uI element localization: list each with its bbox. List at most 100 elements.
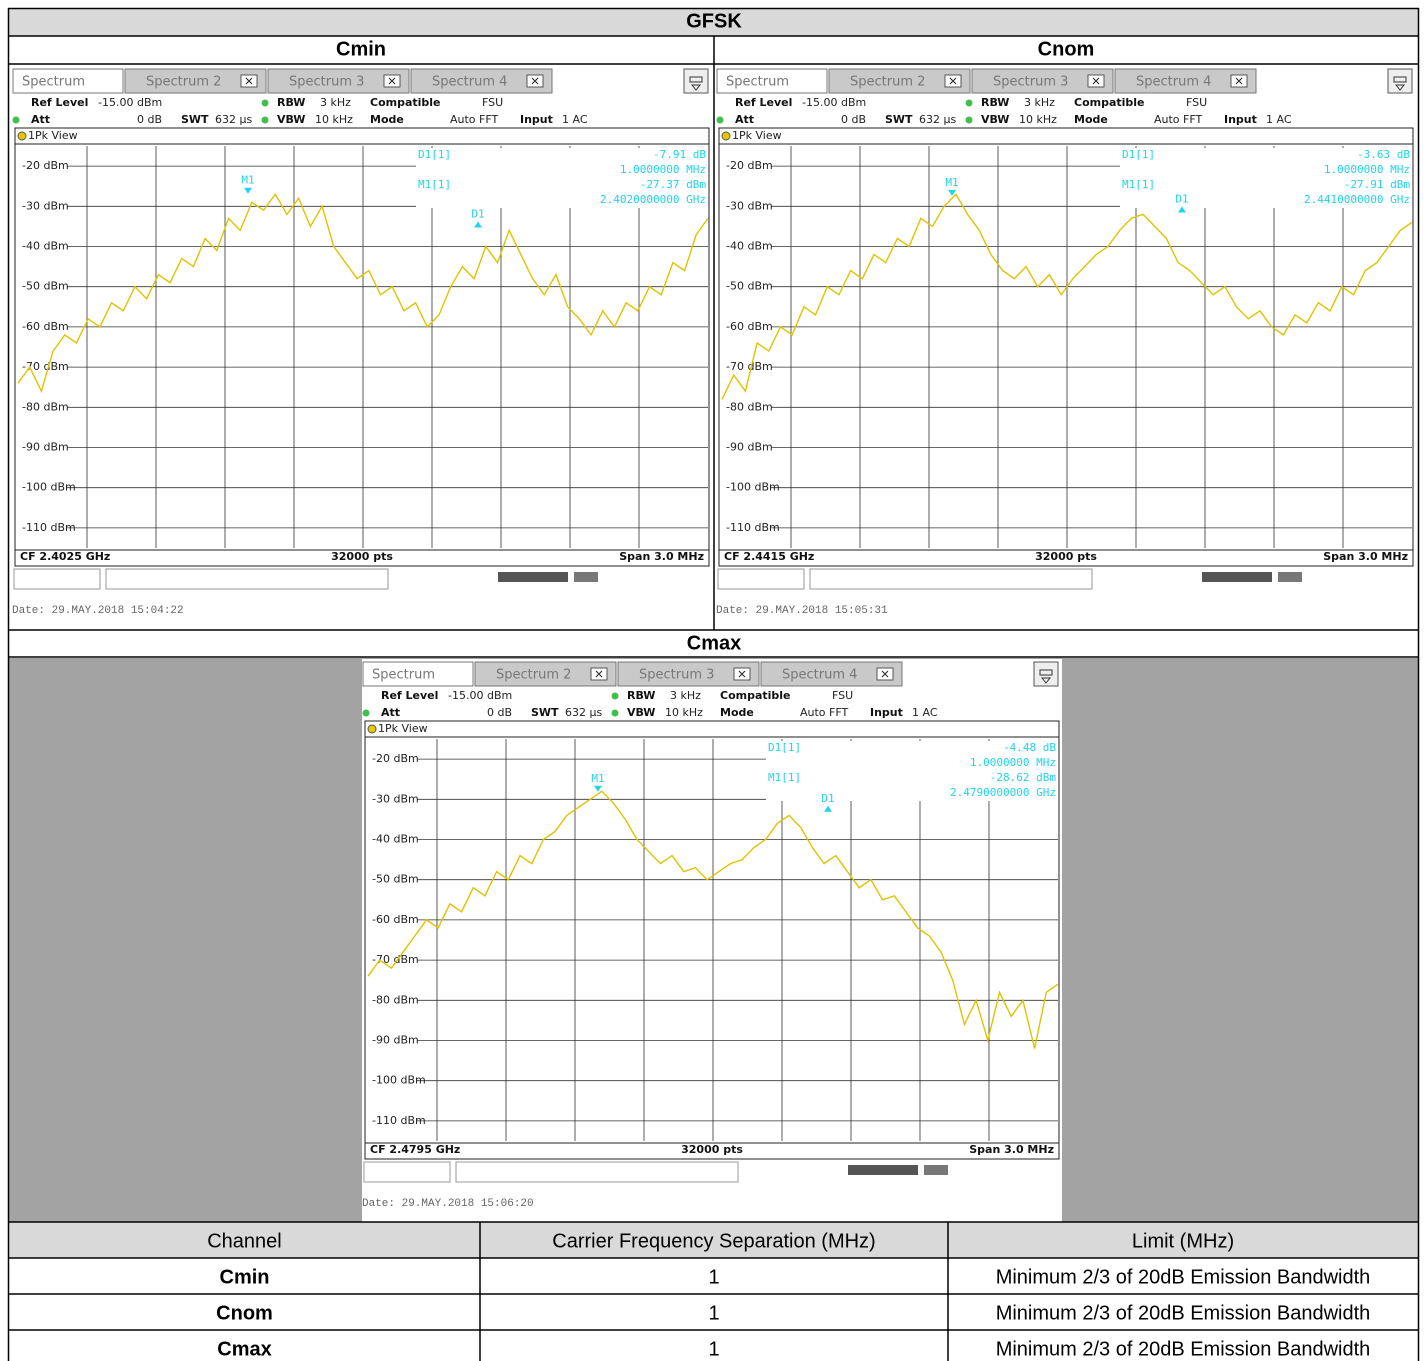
- y-tick-label: -60 dBm: [726, 320, 773, 333]
- info-value: Auto FFT: [1154, 113, 1202, 126]
- tick-label-bg: [724, 199, 770, 214]
- tick-label-bg: [724, 159, 770, 174]
- progress-icon: [924, 1165, 948, 1175]
- marker-row-name: M1[1]: [418, 178, 451, 191]
- tab-label: Spectrum 3: [289, 75, 364, 90]
- table-cell: 1: [708, 1338, 719, 1360]
- trace-dot: [17, 131, 27, 141]
- tab-label: Spectrum 4: [782, 668, 857, 683]
- tick-label-bg: [20, 520, 66, 535]
- tab: [828, 68, 971, 94]
- y-tick-label: -90 dBm: [726, 441, 773, 454]
- y-tick-label: -30 dBm: [372, 792, 419, 805]
- progress: [498, 572, 568, 582]
- tick-label-bg: [20, 199, 66, 214]
- y-tick-label: -70 dBm: [726, 360, 773, 373]
- marker-value: 2.4020000000 GHz: [600, 193, 706, 206]
- info-label: Input: [520, 113, 553, 126]
- status-dot: [965, 99, 973, 107]
- marker-value: 1.0000000 MHz: [620, 163, 706, 176]
- y-tick-label: -50 dBm: [726, 280, 773, 293]
- tick-label-bg: [20, 159, 66, 174]
- tick-label-bg: [370, 1073, 416, 1088]
- tab-label: Spectrum 2: [146, 75, 221, 90]
- info-value: -15.00 dBm: [802, 96, 866, 109]
- marker-d1: [474, 221, 482, 228]
- spectrum-screenshot: Spectrum Spectrum 2 Spectrum 3 Spectrum 4 Re…: [12, 66, 712, 629]
- info-value: 632 µs: [919, 113, 956, 126]
- tick-label-bg: [20, 400, 66, 415]
- marker-label: M1: [241, 174, 254, 187]
- y-tick-label: -40 dBm: [726, 240, 773, 253]
- table-header: Carrier Frequency Separation (MHz): [552, 1230, 875, 1252]
- info-value: 10 kHz: [665, 706, 703, 719]
- status-dot: [261, 99, 269, 107]
- marker-label: D1: [471, 208, 484, 221]
- tick-label-bg: [724, 400, 770, 415]
- tick-label-bg: [370, 1113, 416, 1128]
- tick-label-bg: [724, 279, 770, 294]
- row-channel: Cmax: [217, 1338, 271, 1360]
- info-label: Input: [870, 706, 903, 719]
- marker-row-name: D1[1]: [1122, 148, 1155, 161]
- points-label: 32000 pts: [331, 550, 393, 563]
- menu-icon-glyph: [1393, 76, 1407, 91]
- y-tick-label: -100 dBm: [22, 481, 76, 494]
- y-tick-label: -30 dBm: [22, 199, 69, 212]
- y-tick-label: -110 dBm: [22, 521, 76, 534]
- marker-value: 1.0000000 MHz: [970, 756, 1056, 769]
- progress: [1202, 572, 1272, 582]
- tab: [362, 661, 474, 687]
- status-box: [105, 568, 389, 590]
- menu-icon: [683, 68, 709, 94]
- title-band: [9, 9, 1418, 36]
- tick-label-bg: [724, 440, 770, 455]
- y-tick-label: -60 dBm: [372, 913, 419, 926]
- y-tick-label: -110 dBm: [372, 1114, 426, 1127]
- status-dot: [12, 116, 20, 124]
- marker-row-name: D1[1]: [768, 741, 801, 754]
- tab-close-x: [1092, 77, 1100, 85]
- y-tick-label: -110 dBm: [726, 521, 780, 534]
- info-label: RBW: [981, 96, 1009, 109]
- panel-title: Cmin: [336, 38, 386, 60]
- table-cell: Minimum 2/3 of 20dB Emission Bandwidth: [996, 1338, 1371, 1360]
- status-dot: [611, 709, 619, 717]
- info-label: VBW: [981, 113, 1009, 126]
- trace: [17, 192, 709, 394]
- info-label: VBW: [277, 113, 305, 126]
- marker-value: 1.0000000 MHz: [1324, 163, 1410, 176]
- y-tick-label: -40 dBm: [22, 240, 69, 253]
- cf-label: CF 2.4795 GHz: [370, 1143, 460, 1156]
- y-tick-label: -40 dBm: [372, 833, 419, 846]
- info-label: Ref Level: [31, 96, 88, 109]
- marker-value: -28.62 dBm: [990, 771, 1057, 784]
- info-label: RBW: [277, 96, 305, 109]
- spectrum-screenshot: Spectrum Spectrum 2 Spectrum 3 Spectrum 4 Re…: [716, 66, 1416, 629]
- panel-title: Cmax: [687, 632, 741, 654]
- tick-label-bg: [20, 480, 66, 495]
- cf-label: CF 2.4415 GHz: [724, 550, 814, 563]
- trace-dot: [721, 131, 731, 141]
- trace: [721, 193, 1413, 400]
- date-label: Date: 29.MAY.2018 15:04:22: [12, 605, 184, 617]
- marker-m1: [594, 785, 602, 792]
- info-value: 0 dB: [841, 113, 866, 126]
- y-tick-label: -60 dBm: [22, 320, 69, 333]
- date-label: Date: 29.MAY.2018 15:05:31: [716, 605, 888, 617]
- marker-table-bg: [1120, 148, 1412, 208]
- y-tick-label: -30 dBm: [726, 199, 773, 212]
- info-value: FSU: [482, 96, 503, 109]
- info-label: Att: [735, 113, 754, 126]
- table-header-band: [9, 1222, 1418, 1258]
- tick-label-bg: [724, 360, 770, 375]
- tab-label: Spectrum 3: [993, 75, 1068, 90]
- marker-label: M1: [591, 772, 604, 785]
- tick-label-bg: [370, 792, 416, 807]
- info-value: FSU: [1186, 96, 1207, 109]
- info-label: Att: [381, 706, 400, 719]
- tick-label-bg: [370, 872, 416, 887]
- tab-label: Spectrum: [372, 668, 435, 683]
- info-label: VBW: [627, 706, 655, 719]
- info-value: 1 AC: [562, 113, 588, 126]
